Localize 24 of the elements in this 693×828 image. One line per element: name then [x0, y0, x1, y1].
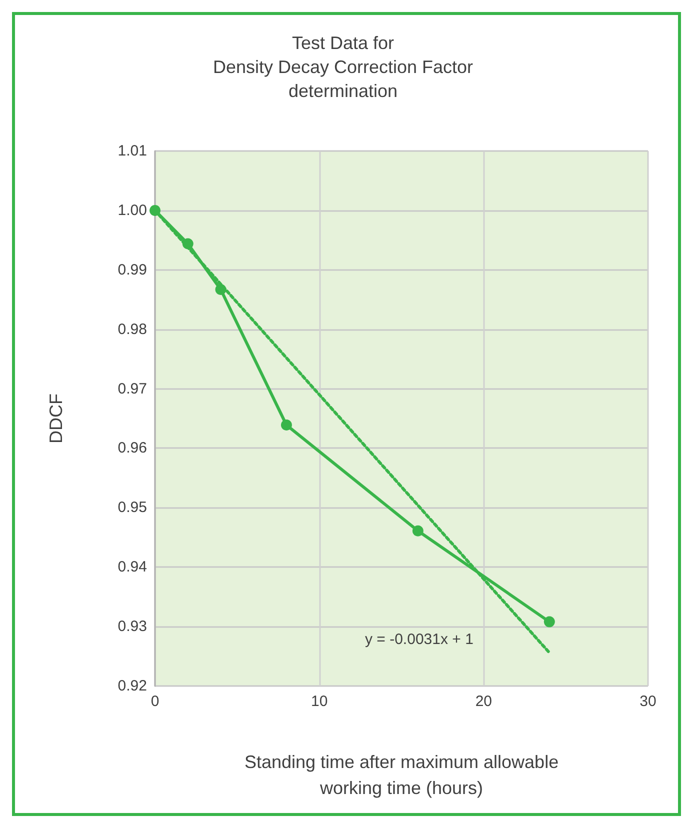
y-tick-label: 0.95: [118, 499, 147, 516]
x-tick-label: 10: [310, 693, 328, 710]
y-tick-label: 0.98: [118, 320, 147, 338]
point: [182, 238, 194, 250]
annotation: y = -0.0031x + 1: [365, 631, 474, 648]
y-tick-label: 1.00: [118, 202, 147, 219]
y-tick-label: 1.01: [118, 142, 147, 160]
point: [215, 284, 226, 296]
point: [280, 420, 292, 431]
y-tick-label: 0.96: [118, 440, 147, 457]
y-tick-label: 0.94: [118, 558, 147, 576]
x-tick-label: 20: [475, 693, 492, 710]
point: [150, 204, 160, 216]
y-axis-title: DDCF: [46, 394, 66, 444]
y-tick-label: 0.97: [118, 380, 147, 398]
y-tick-label: 0.92: [118, 678, 147, 694]
y-tick-label: 0.93: [118, 618, 147, 636]
y-tick-label: 0.99: [118, 261, 147, 278]
x-axis-title: Standing time after maximum allowable working time (hours): [244, 752, 559, 798]
x-tick-label: 0: [150, 693, 160, 710]
point: [544, 616, 555, 628]
point: [412, 525, 424, 536]
x-tick-label: 30: [640, 693, 656, 710]
chart-title: Test Data for Density Decay Correction Factor determination: [212, 33, 474, 101]
